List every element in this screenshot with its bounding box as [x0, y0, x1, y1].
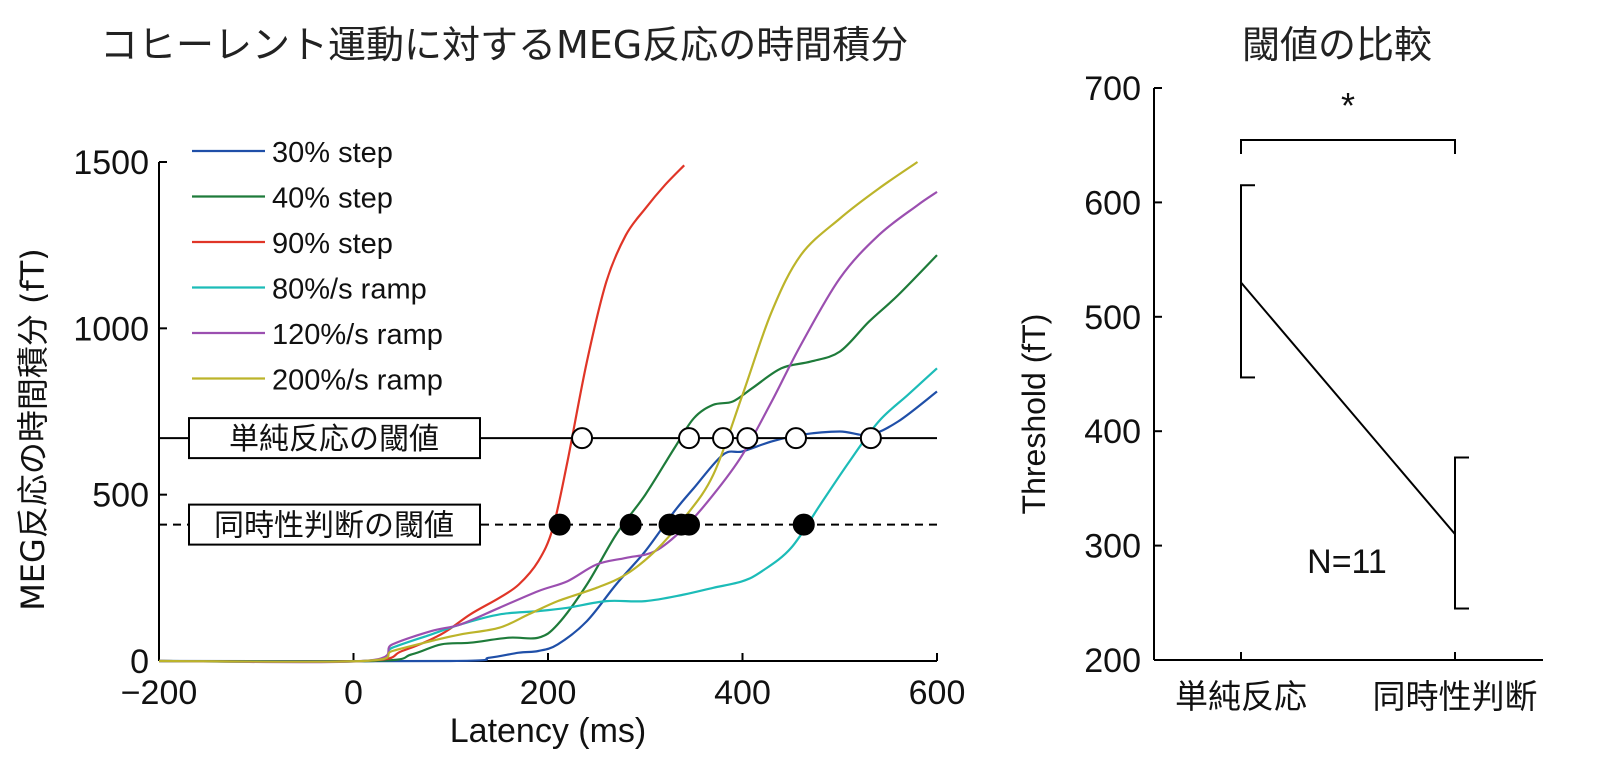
series-line [158, 164, 685, 663]
legend-label: 120%/s ramp [272, 319, 443, 351]
x-tick-label: 600 [909, 674, 966, 712]
threshold-label-box [188, 503, 481, 546]
right-chart-title: 閾値の比較 [1242, 23, 1433, 67]
threshold-crossing-markers [548, 427, 882, 536]
y-tick-label: 0 [130, 643, 149, 681]
open-crossing-marker [736, 427, 759, 450]
threshold-label: 単純反応の閾値 [229, 422, 439, 457]
y-tick-label: 1500 [73, 144, 149, 182]
x-tick-label: 400 [714, 674, 771, 712]
category-label: 同時性判断 [1373, 677, 1538, 716]
y-tick-label: 200 [1084, 642, 1141, 680]
y-tick-label: 400 [1084, 413, 1141, 451]
y-tick-label: 1000 [73, 310, 149, 348]
filled-crossing-marker [619, 513, 642, 536]
x-tick-label: 0 [344, 674, 363, 712]
y-axis-label: MEG反応の時間積分 (fT) [14, 248, 52, 611]
left-series-lines [158, 161, 938, 664]
category-label: 単純反応 [1175, 677, 1307, 716]
series-line [158, 390, 938, 663]
y-tick-label: 500 [92, 477, 149, 515]
series-line [158, 254, 938, 663]
open-crossing-marker [784, 427, 807, 450]
left-chart-title: コヒーレント運動に対するMEG反応の時間積分 [100, 23, 909, 67]
legend-label: 200%/s ramp [272, 365, 443, 397]
x-axis-label: Latency (ms) [450, 712, 647, 750]
right-data: * N=11 [1240, 85, 1469, 610]
x-tick-label: −200 [121, 674, 198, 712]
filled-crossing-marker [548, 513, 571, 536]
filled-crossing-marker [792, 513, 815, 536]
threshold-label: 同時性判断の閾値 [214, 509, 454, 544]
filled-crossing-marker [678, 513, 701, 536]
legend-label: 30% step [272, 137, 393, 169]
open-crossing-marker [678, 427, 701, 450]
y-tick-label: 700 [1084, 70, 1141, 108]
significance-bracket [1240, 139, 1456, 154]
legend-label: 40% step [272, 183, 393, 215]
y-tick-label: 300 [1084, 528, 1141, 566]
legend: 30% step 40% step 90% step 80%/s ramp 120%/s… [192, 137, 443, 397]
significance-star: * [1341, 85, 1355, 126]
series-line [158, 161, 919, 663]
legend-label: 80%/s ramp [272, 274, 427, 306]
y-axis-label: Threshold (fT) [1016, 314, 1052, 515]
open-crossing-marker [859, 427, 882, 450]
threshold-label-box [188, 417, 481, 460]
sample-size-label: N=11 [1307, 543, 1387, 581]
mean-line [1240, 281, 1456, 535]
open-crossing-marker [712, 427, 735, 450]
legend-label: 90% step [272, 228, 393, 260]
y-tick-label: 500 [1084, 299, 1141, 337]
right-axes: 200 300 400 500 600 700 単純反応 同時性判断 Threshold (fT… [1016, 70, 1543, 716]
series-line [158, 367, 938, 664]
y-tick-label: 600 [1084, 184, 1141, 222]
open-crossing-marker [571, 427, 594, 450]
x-tick-label: 200 [520, 674, 577, 712]
threshold-comparison-chart: 200 300 400 500 600 700 単純反応 同時性判断 Threshold (fT… [1016, 70, 1543, 716]
series-line [158, 191, 938, 664]
